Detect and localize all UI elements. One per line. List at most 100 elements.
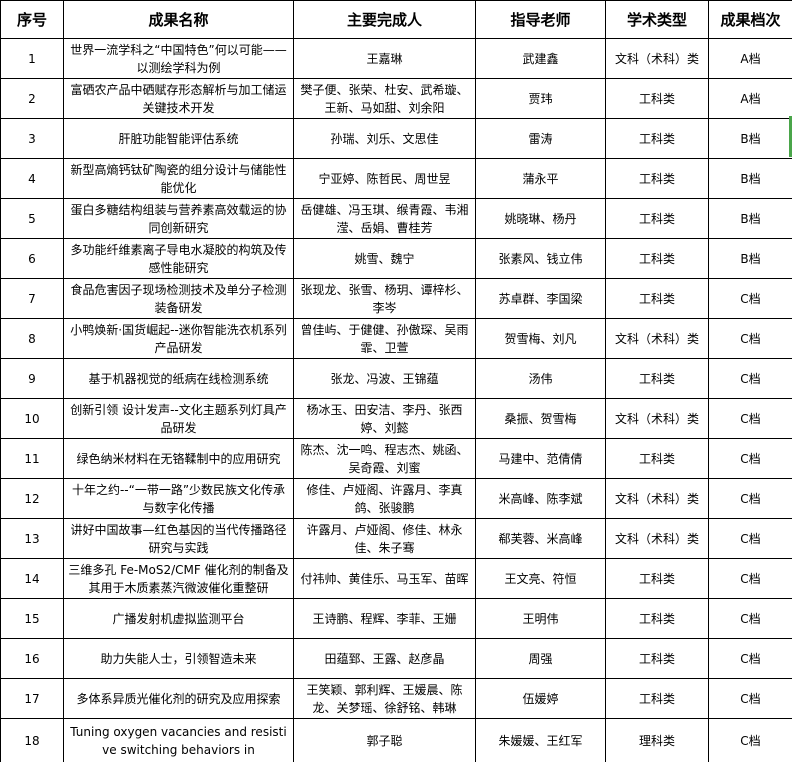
header-cell[interactable]: 学术类型: [605, 0, 709, 39]
cell-grade[interactable]: C档: [708, 718, 792, 762]
cell-no[interactable]: 16: [0, 638, 64, 679]
header-cell[interactable]: 指导老师: [475, 0, 606, 39]
cell-no[interactable]: 7: [0, 278, 64, 319]
cell-name[interactable]: 蛋白多糖结构组装与营养素高效载运的协同创新研究: [63, 198, 294, 239]
cell-contributors[interactable]: 陈杰、沈一鸣、程志杰、姚函、吴奇霞、刘蜜: [293, 438, 476, 479]
cell-no[interactable]: 4: [0, 158, 64, 199]
cell-name[interactable]: 肝脏功能智能评估系统: [63, 118, 294, 159]
cell-name[interactable]: 讲好中国故事—红色基因的当代传播路径研究与实践: [63, 518, 294, 559]
cell-advisors[interactable]: 雷涛: [475, 118, 606, 159]
cell-name[interactable]: Tuning oxygen vacancies and resistive sw…: [63, 718, 294, 762]
cell-advisors[interactable]: 苏卓群、李国梁: [475, 278, 606, 319]
cell-name[interactable]: 富硒农产品中硒赋存形态解析与加工储运关键技术开发: [63, 78, 294, 119]
cell-grade[interactable]: C档: [708, 638, 792, 679]
cell-contributors[interactable]: 田蕴郅、王露、赵彦晶: [293, 638, 476, 679]
cell-no[interactable]: 15: [0, 598, 64, 639]
cell-type[interactable]: 工科类: [605, 78, 709, 119]
cell-no[interactable]: 14: [0, 558, 64, 599]
cell-name[interactable]: 多体系异质光催化剂的研究及应用探索: [63, 678, 294, 719]
cell-advisors[interactable]: 朱媛媛、王红军: [475, 718, 606, 762]
cell-contributors[interactable]: 付祎帅、黄佳乐、马玉军、苗晖: [293, 558, 476, 599]
cell-type[interactable]: 工科类: [605, 638, 709, 679]
cell-no[interactable]: 5: [0, 198, 64, 239]
cell-contributors[interactable]: 曾佳屿、于健健、孙傲琛、吴雨霏、卫萱: [293, 318, 476, 359]
cell-advisors[interactable]: 王明伟: [475, 598, 606, 639]
cell-no[interactable]: 12: [0, 478, 64, 519]
cell-name[interactable]: 创新引领 设计发声--文化主题系列灯具产品研发: [63, 398, 294, 439]
cell-contributors[interactable]: 郭子聪: [293, 718, 476, 762]
cell-advisors[interactable]: 贺雪梅、刘凡: [475, 318, 606, 359]
cell-grade[interactable]: C档: [708, 598, 792, 639]
cell-contributors[interactable]: 张现龙、张雪、杨玥、谭梓杉、李岑: [293, 278, 476, 319]
cell-grade[interactable]: B档: [708, 118, 792, 159]
cell-type[interactable]: 理科类: [605, 718, 709, 762]
cell-advisors[interactable]: 马建中、范倩倩: [475, 438, 606, 479]
cell-no[interactable]: 17: [0, 678, 64, 719]
cell-no[interactable]: 13: [0, 518, 64, 559]
header-cell[interactable]: 主要完成人: [293, 0, 476, 39]
cell-name[interactable]: 绿色纳米材料在无铬鞣制中的应用研究: [63, 438, 294, 479]
cell-advisors[interactable]: 姚晓琳、杨丹: [475, 198, 606, 239]
cell-advisors[interactable]: 郗芙蓉、米高峰: [475, 518, 606, 559]
cell-type[interactable]: 工科类: [605, 198, 709, 239]
cell-type[interactable]: 工科类: [605, 238, 709, 279]
cell-contributors[interactable]: 许露月、卢娅阁、修佳、林永佳、朱子骞: [293, 518, 476, 559]
cell-no[interactable]: 18: [0, 718, 64, 762]
header-cell[interactable]: 成果名称: [63, 0, 294, 39]
cell-advisors[interactable]: 周强: [475, 638, 606, 679]
cell-contributors[interactable]: 王诗鹏、程辉、李菲、王姗: [293, 598, 476, 639]
cell-name[interactable]: 三维多孔 Fe-MoS2/CMF 催化剂的制备及其用于木质素蒸汽微波催化重整研: [63, 558, 294, 599]
cell-advisors[interactable]: 贾玮: [475, 78, 606, 119]
cell-grade[interactable]: C档: [708, 478, 792, 519]
cell-grade[interactable]: C档: [708, 558, 792, 599]
cell-type[interactable]: 文科（术科）类: [605, 38, 709, 79]
cell-type[interactable]: 工科类: [605, 438, 709, 479]
cell-type[interactable]: 工科类: [605, 278, 709, 319]
cell-type[interactable]: 工科类: [605, 678, 709, 719]
cell-type[interactable]: 工科类: [605, 558, 709, 599]
cell-contributors[interactable]: 孙瑞、刘乐、文思佳: [293, 118, 476, 159]
cell-grade[interactable]: C档: [708, 278, 792, 319]
cell-type[interactable]: 文科（术科）类: [605, 518, 709, 559]
cell-advisors[interactable]: 伍媛婷: [475, 678, 606, 719]
cell-contributors[interactable]: 王嘉琳: [293, 38, 476, 79]
cell-type[interactable]: 工科类: [605, 598, 709, 639]
cell-no[interactable]: 6: [0, 238, 64, 279]
cell-type[interactable]: 文科（术科）类: [605, 318, 709, 359]
cell-type[interactable]: 工科类: [605, 158, 709, 199]
cell-grade[interactable]: C档: [708, 438, 792, 479]
cell-contributors[interactable]: 杨冰玉、田安洁、李丹、张西婷、刘懿: [293, 398, 476, 439]
cell-grade[interactable]: C档: [708, 398, 792, 439]
cell-no[interactable]: 3: [0, 118, 64, 159]
cell-name[interactable]: 基于机器视觉的纸病在线检测系统: [63, 358, 294, 399]
cell-advisors[interactable]: 王文亮、符恒: [475, 558, 606, 599]
cell-grade[interactable]: C档: [708, 518, 792, 559]
cell-grade[interactable]: A档: [708, 38, 792, 79]
cell-advisors[interactable]: 汤伟: [475, 358, 606, 399]
cell-advisors[interactable]: 米高峰、陈李斌: [475, 478, 606, 519]
cell-grade[interactable]: B档: [708, 198, 792, 239]
cell-contributors[interactable]: 樊子便、张荣、杜安、武希璇、王新、马如甜、刘余阳: [293, 78, 476, 119]
cell-contributors[interactable]: 宁亚婷、陈哲民、周世昱: [293, 158, 476, 199]
cell-contributors[interactable]: 王笑颖、郭利辉、王媛晨、陈龙、关梦瑶、徐舒铭、韩琳: [293, 678, 476, 719]
cell-contributors[interactable]: 姚雪、魏宁: [293, 238, 476, 279]
cell-name[interactable]: 食品危害因子现场检测技术及单分子检测装备研发: [63, 278, 294, 319]
cell-grade[interactable]: C档: [708, 318, 792, 359]
header-cell[interactable]: 成果档次: [708, 0, 792, 39]
cell-name[interactable]: 新型高熵钙钛矿陶瓷的组分设计与储能性能优化: [63, 158, 294, 199]
cell-no[interactable]: 2: [0, 78, 64, 119]
cell-name[interactable]: 多功能纤维素离子导电水凝胶的构筑及传感性能研究: [63, 238, 294, 279]
cell-contributors[interactable]: 修佳、卢娅阁、许露月、李真鸽、张骏鹏: [293, 478, 476, 519]
cell-grade[interactable]: B档: [708, 158, 792, 199]
cell-name[interactable]: 助力失能人士，引领智造未来: [63, 638, 294, 679]
cell-grade[interactable]: B档: [708, 238, 792, 279]
cell-advisors[interactable]: 桑振、贺雪梅: [475, 398, 606, 439]
cell-grade[interactable]: C档: [708, 358, 792, 399]
header-cell[interactable]: 序号: [0, 0, 64, 39]
cell-no[interactable]: 10: [0, 398, 64, 439]
cell-name[interactable]: 世界一流学科之“中国特色”何以可能——以测绘学科为例: [63, 38, 294, 79]
cell-no[interactable]: 9: [0, 358, 64, 399]
cell-type[interactable]: 文科（术科）类: [605, 398, 709, 439]
cell-type[interactable]: 文科（术科）类: [605, 478, 709, 519]
cell-advisors[interactable]: 张素风、钱立伟: [475, 238, 606, 279]
